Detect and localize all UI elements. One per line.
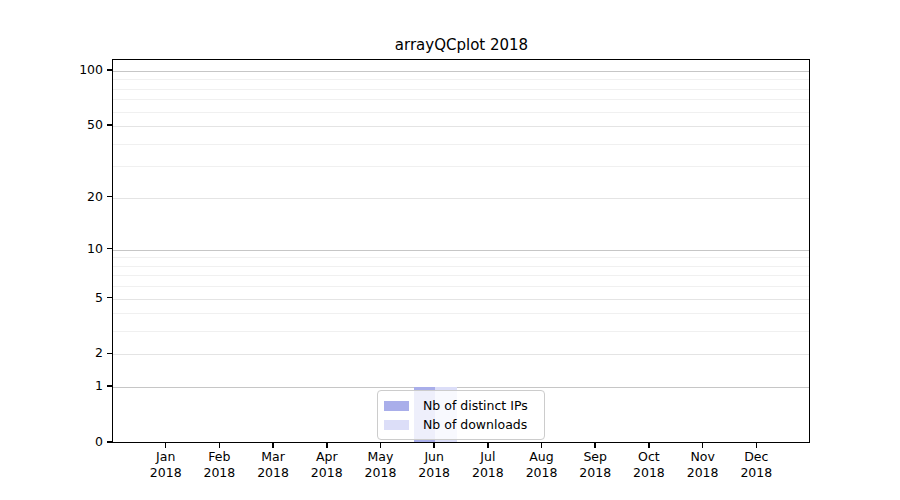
y-tick-label: 50 — [43, 117, 103, 133]
plot-inner — [113, 60, 809, 442]
minor-gridline — [113, 286, 809, 287]
minor-gridline — [113, 144, 809, 145]
y-tick-mark — [107, 441, 112, 443]
legend-swatch-icon — [384, 420, 409, 430]
minor-gridline — [113, 166, 809, 167]
y-tick-label: 20 — [43, 189, 103, 205]
minor-gridline — [113, 89, 809, 90]
major-gridline — [113, 387, 809, 388]
y-tick-mark — [107, 196, 112, 198]
plot-area — [112, 59, 810, 443]
minor-gridline — [113, 79, 809, 80]
y-tick-mark — [107, 248, 112, 250]
legend: Nb of distinct IPs Nb of downloads — [377, 390, 545, 440]
minor-gridline — [113, 99, 809, 100]
y-tick-mark — [107, 385, 112, 387]
y-tick-label: 0 — [43, 434, 103, 450]
chart-title: arrayQCplot 2018 — [112, 36, 811, 54]
legend-swatch-icon — [384, 401, 409, 411]
x-tick-mark — [433, 443, 435, 448]
legend-entry: Nb of distinct IPs — [384, 396, 536, 415]
y-tick-mark — [107, 297, 112, 299]
y-tick-label: 2 — [43, 345, 103, 361]
labeled-minor-gridline — [113, 126, 809, 127]
x-tick-year: 2018 — [716, 465, 796, 481]
x-tick-mark — [702, 443, 704, 448]
x-tick-mark — [380, 443, 382, 448]
legend-label: Nb of distinct IPs — [423, 398, 528, 413]
legend-label: Nb of downloads — [423, 417, 527, 432]
x-tick-label: Dec2018 — [716, 449, 796, 480]
x-tick-mark — [594, 443, 596, 448]
y-tick-mark — [107, 69, 112, 71]
y-tick-label: 1 — [43, 378, 103, 394]
y-tick-label: 100 — [43, 62, 103, 78]
x-tick-mark — [541, 443, 543, 448]
labeled-minor-gridline — [113, 198, 809, 199]
y-tick-mark — [107, 353, 112, 355]
minor-gridline — [113, 331, 809, 332]
labeled-minor-gridline — [113, 354, 809, 355]
legend-entry: Nb of downloads — [384, 415, 536, 434]
labeled-minor-gridline — [113, 299, 809, 300]
x-tick-mark — [272, 443, 274, 448]
y-tick-label: 5 — [43, 290, 103, 306]
minor-gridline — [113, 266, 809, 267]
chart-figure: arrayQCplot 2018 0125102050100Jan2018Feb… — [0, 0, 900, 500]
minor-gridline — [113, 112, 809, 113]
minor-gridline — [113, 275, 809, 276]
x-tick-mark — [756, 443, 758, 448]
major-gridline — [113, 250, 809, 251]
x-tick-mark — [219, 443, 221, 448]
minor-gridline — [113, 257, 809, 258]
y-tick-mark — [107, 124, 112, 126]
x-tick-mark — [487, 443, 489, 448]
y-tick-label: 10 — [43, 241, 103, 257]
x-tick-mark — [648, 443, 650, 448]
x-tick-mark — [165, 443, 167, 448]
x-tick-mark — [326, 443, 328, 448]
x-tick-month: Dec — [716, 449, 796, 465]
major-gridline — [113, 71, 809, 72]
minor-gridline — [113, 313, 809, 314]
